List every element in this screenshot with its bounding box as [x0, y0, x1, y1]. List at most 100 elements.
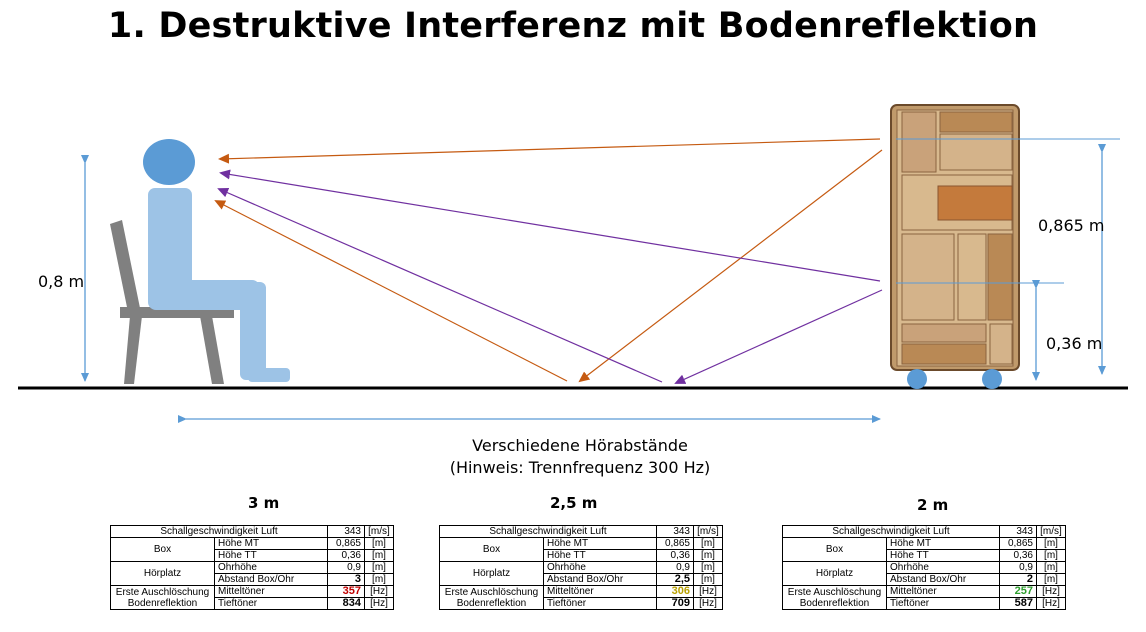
unit: [m] [693, 549, 723, 562]
ear-height-value: 0,9 [327, 561, 365, 574]
distance-value: 2 [999, 573, 1037, 586]
box-label: Box [110, 537, 215, 562]
unit: [Hz] [364, 597, 394, 610]
wheel-right [982, 369, 1002, 389]
distance-row-label: Abstand Box/Ohr [886, 573, 1000, 586]
unit: [m] [364, 537, 394, 550]
first-cancellation-line-2: Bodenreflektion [456, 597, 527, 609]
woofer-freq-value: 709 [656, 597, 694, 610]
unit: [Hz] [693, 597, 723, 610]
midrange-row-label: Mitteltöner [886, 585, 1000, 598]
first-cancellation-line-2: Bodenreflektion [127, 597, 198, 609]
first-cancellation-line-1: Erste Auschlöschung [444, 586, 539, 598]
woofer-row-label: Tieftöner [214, 597, 328, 610]
midrange-freq-value: 257 [999, 585, 1037, 598]
caption-line-2: (Hinweis: Trennfrequenz 300 Hz) [449, 458, 711, 477]
sound-speed-unit: [m/s] [364, 525, 394, 538]
ear-height-value: 0,9 [656, 561, 694, 574]
sound-speed-value: 343 [327, 525, 365, 538]
woofer-freq-value: 587 [999, 597, 1037, 610]
calc-table-2-5m: Schallgeschwindigkeit Luft 343 [m/s] Box Hö… [439, 525, 723, 610]
tt-height-value: 0,36 [999, 549, 1037, 562]
seated-listener-icon [110, 139, 290, 384]
woofer-row-label: Tieftöner [543, 597, 657, 610]
ear-height-row-label: Ohrhöhe [214, 561, 328, 574]
mt-height-label: 0,865 m [1038, 216, 1105, 235]
unit: [m] [1036, 573, 1066, 586]
listening-position-label: Hörplatz [110, 561, 215, 586]
sound-speed-value: 343 [999, 525, 1037, 538]
page-title: 1. Destruktive Interferenz mit Bodenrefl… [107, 6, 1039, 46]
distance-value: 3 [327, 573, 365, 586]
speaker-cabinet-icon [890, 104, 1020, 389]
unit: [m] [364, 549, 394, 562]
distance-heading-2-5m: 2,5 m [550, 494, 598, 512]
unit: [Hz] [364, 585, 394, 598]
mt-reflected-ray-up [214, 200, 568, 382]
woofer-row-label: Tieftöner [886, 597, 1000, 610]
listening-position-label: Hörplatz [782, 561, 887, 586]
mt-height-value: 0,865 [656, 537, 694, 550]
ear-height-row-label: Ohrhöhe [543, 561, 657, 574]
sound-speed-unit: [m/s] [693, 525, 723, 538]
sound-speed-label: Schallgeschwindigkeit Luft [782, 525, 1000, 538]
ear-height-row-label: Ohrhöhe [886, 561, 1000, 574]
ear-height-value: 0,9 [999, 561, 1037, 574]
unit: [m] [693, 573, 723, 586]
box-label: Box [782, 537, 887, 562]
tt-height-row-label: Höhe TT [886, 549, 1000, 562]
woofer-freq-value: 834 [327, 597, 365, 610]
mt-height-value: 0,865 [327, 537, 365, 550]
sound-speed-label: Schallgeschwindigkeit Luft [439, 525, 657, 538]
unit: [m] [693, 537, 723, 550]
unit: [m] [1036, 549, 1066, 562]
caption-line-1: Verschiedene Hörabstände [472, 436, 688, 455]
distance-heading-2m: 2 m [917, 496, 949, 514]
mt-height-row-label: Höhe MT [886, 537, 1000, 550]
tt-reflected-ray-up [217, 188, 663, 383]
unit: [Hz] [1036, 597, 1066, 610]
first-cancellation-line-1: Erste Auschlöschung [115, 586, 210, 598]
first-cancellation-label: Erste Auschlöschung Bodenreflektion [110, 585, 215, 610]
tt-height-value: 0,36 [327, 549, 365, 562]
midrange-freq-value: 357 [327, 585, 365, 598]
distance-row-label: Abstand Box/Ohr [543, 573, 657, 586]
listening-position-label: Hörplatz [439, 561, 544, 586]
sound-speed-label: Schallgeschwindigkeit Luft [110, 525, 328, 538]
tt-height-row-label: Höhe TT [543, 549, 657, 562]
midrange-freq-value: 306 [656, 585, 694, 598]
first-cancellation-label: Erste Auschlöschung Bodenreflektion [782, 585, 887, 610]
mt-height-value: 0,865 [999, 537, 1037, 550]
calc-table-2m: Schallgeschwindigkeit Luft 343 [m/s] Box Hö… [782, 525, 1066, 610]
unit: [m] [1036, 537, 1066, 550]
distance-row-label: Abstand Box/Ohr [214, 573, 328, 586]
mt-direct-ray [218, 138, 881, 164]
first-cancellation-line-1: Erste Auschlöschung [787, 586, 882, 598]
box-label: Box [439, 537, 544, 562]
wheel-left [907, 369, 927, 389]
unit: [m] [1036, 561, 1066, 574]
unit: [m] [364, 573, 394, 586]
listener-height-label: 0,8 m [38, 272, 85, 291]
tt-height-row-label: Höhe TT [214, 549, 328, 562]
tt-reflected-ray-down [674, 289, 883, 384]
unit: [m] [364, 561, 394, 574]
mt-height-row-label: Höhe MT [214, 537, 328, 550]
tt-height-value: 0,36 [656, 549, 694, 562]
tt-direct-ray [219, 169, 881, 282]
midrange-row-label: Mitteltöner [543, 585, 657, 598]
first-cancellation-line-2: Bodenreflektion [799, 597, 870, 609]
midrange-row-label: Mitteltöner [214, 585, 328, 598]
distance-heading-3m: 3 m [248, 494, 280, 512]
distance-value: 2,5 [656, 573, 694, 586]
unit: [Hz] [1036, 585, 1066, 598]
unit: [m] [693, 561, 723, 574]
tt-height-label: 0,36 m [1046, 334, 1103, 353]
mt-reflected-ray-down [578, 149, 883, 383]
first-cancellation-label: Erste Auschlöschung Bodenreflektion [439, 585, 544, 610]
unit: [Hz] [693, 585, 723, 598]
sound-speed-value: 343 [656, 525, 694, 538]
mt-height-row-label: Höhe MT [543, 537, 657, 550]
distance-caption: Verschiedene Hörabstände (Hinweis: Trenn… [380, 435, 780, 479]
